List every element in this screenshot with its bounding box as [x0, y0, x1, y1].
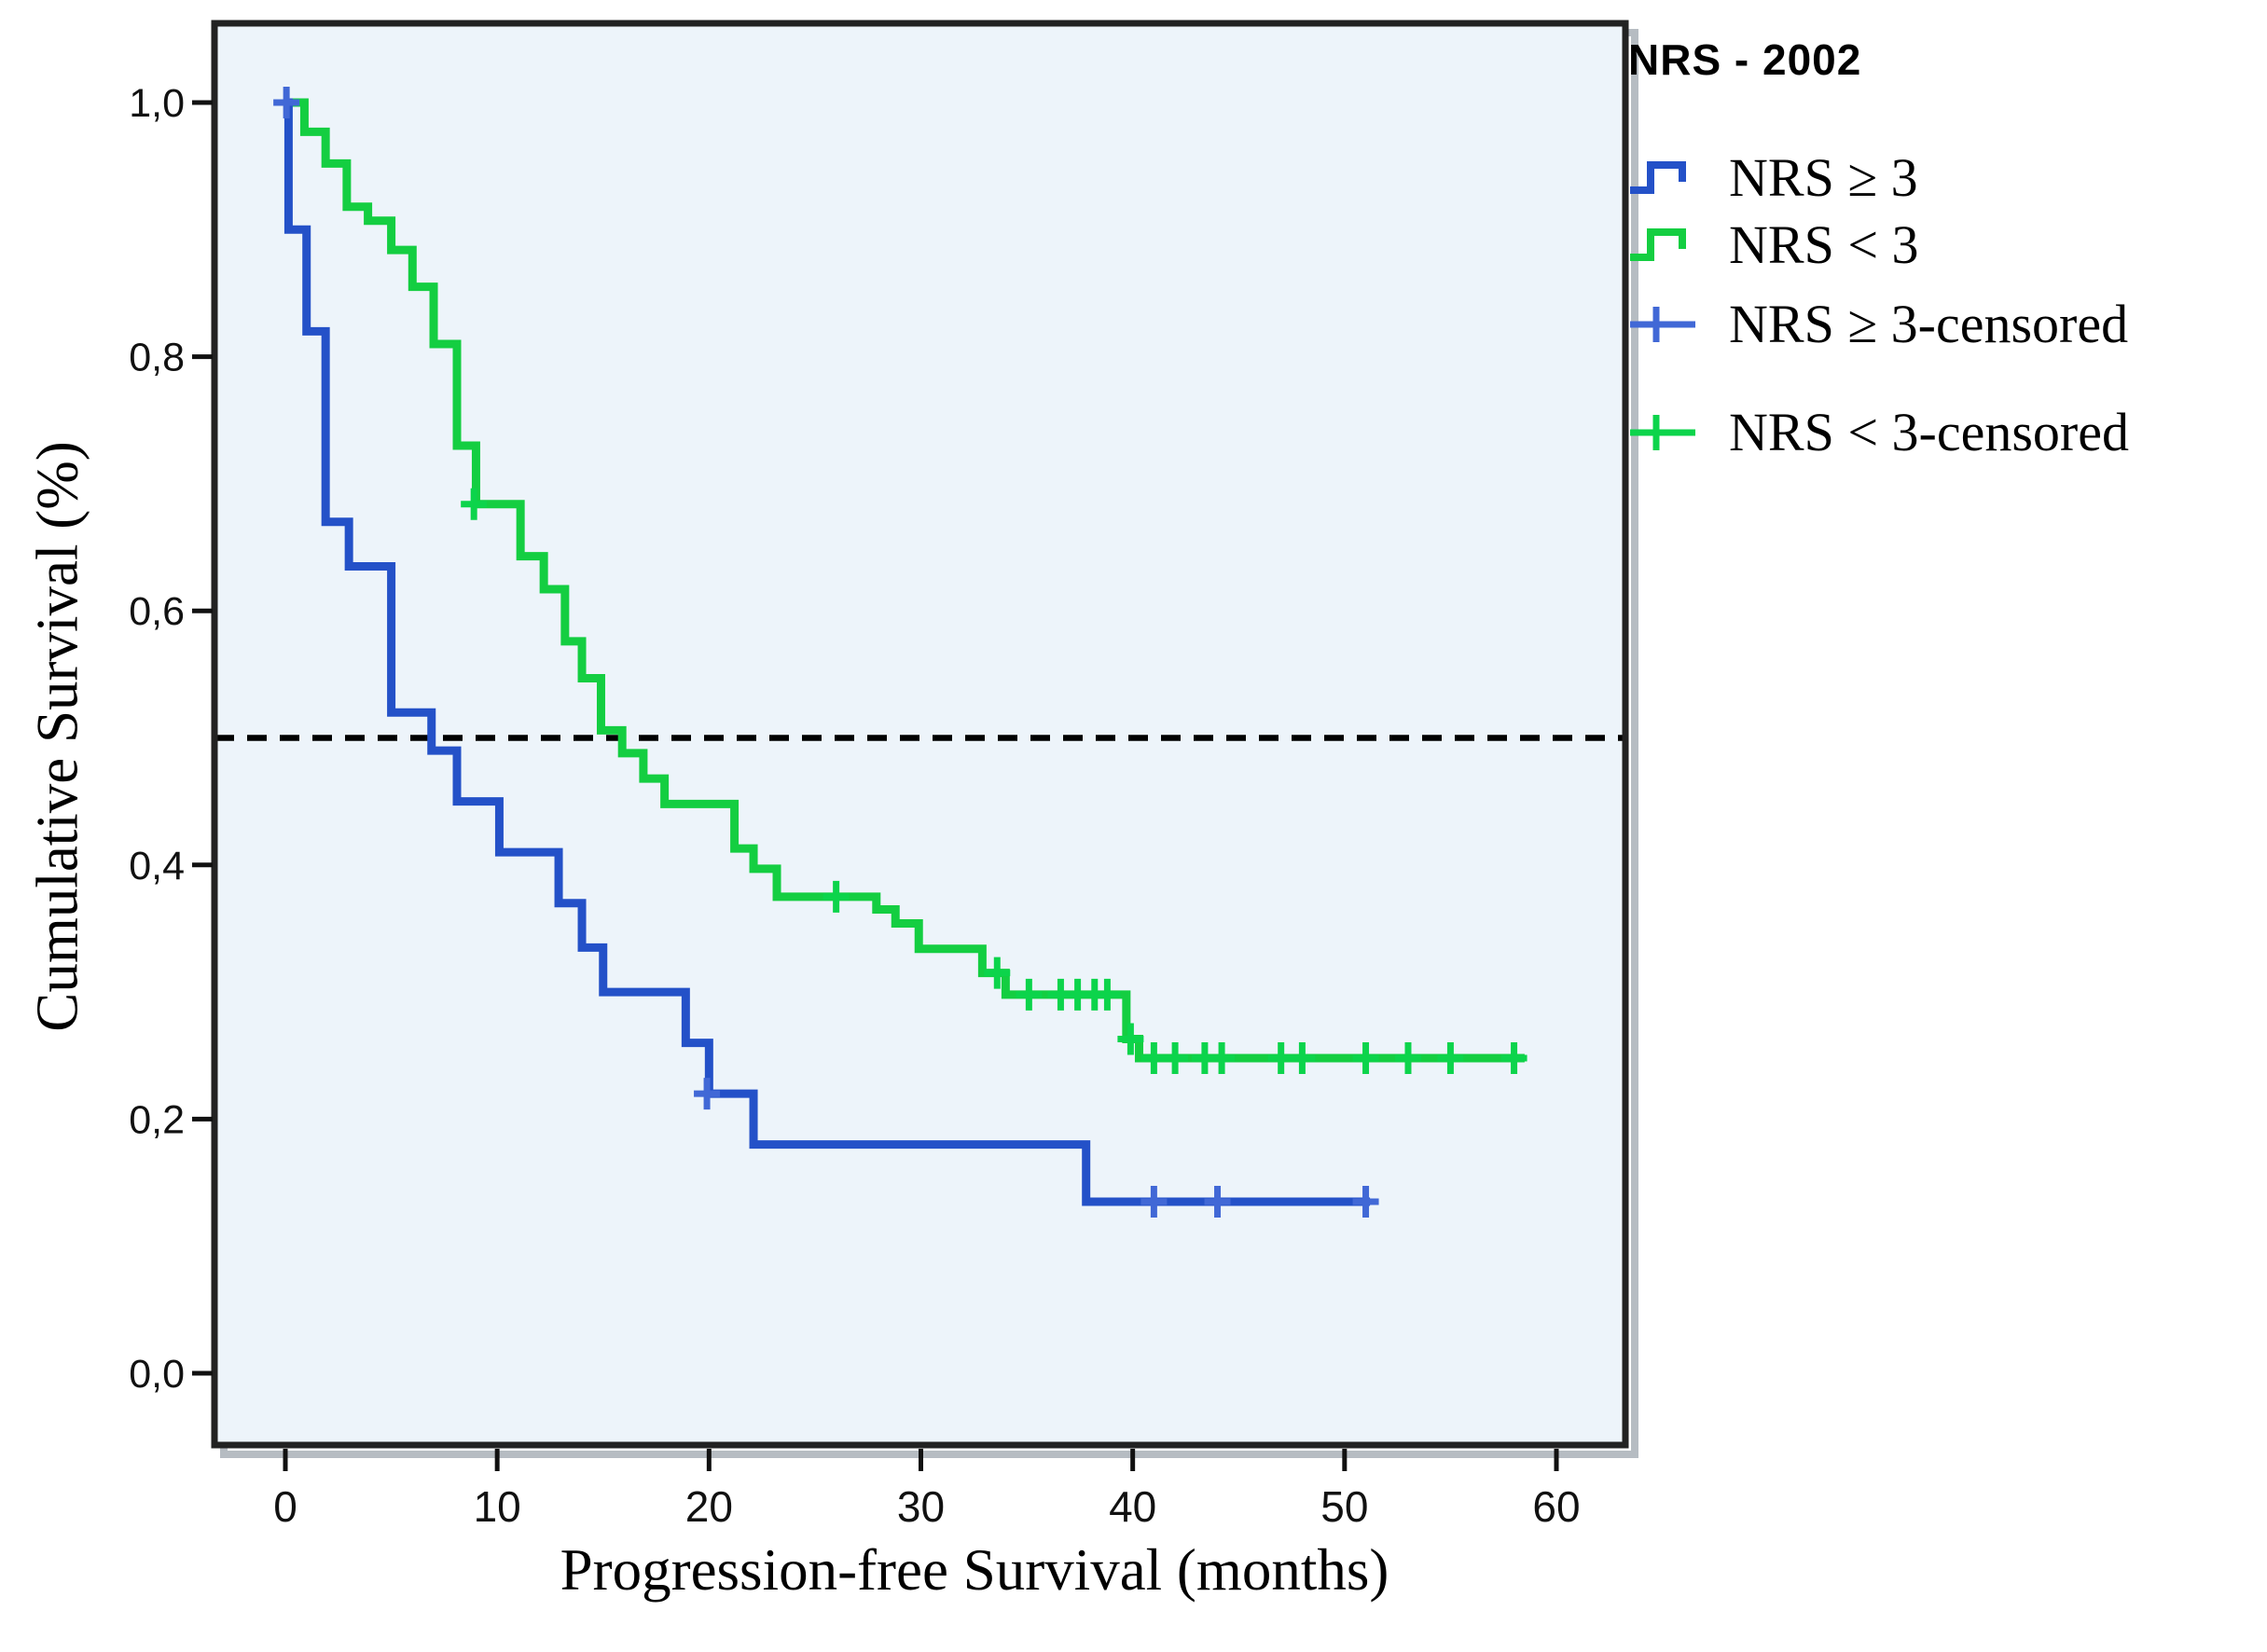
y-axis-title: Cumulative Survival (%) [24, 441, 90, 1032]
x-tick-label: 0 [273, 1482, 297, 1531]
legend-title: NRS - 2002 [1628, 35, 1862, 84]
y-tick-label: 0,4 [129, 844, 185, 888]
x-tick-label: 30 [897, 1482, 945, 1531]
x-tick-label: 40 [1109, 1482, 1156, 1531]
plot-frame [211, 20, 1629, 1449]
y-tick-label: 0,2 [129, 1097, 185, 1142]
x-tick-label: 20 [685, 1482, 733, 1531]
nrs-lt3-curve [285, 98, 1525, 1063]
y-tick-label: 0,8 [129, 336, 185, 380]
nrs-lt3-step-line-icon [1630, 228, 1686, 261]
nrs-ge3-step-line-icon [1630, 161, 1686, 194]
legend-item-nrs-lt3-censored: NRS < 3-censored [1628, 399, 2267, 466]
nrs-lt3-censor-marks [461, 488, 1527, 1074]
x-tick-label: 50 [1320, 1482, 1368, 1531]
x-tick-label: 60 [1532, 1482, 1580, 1531]
legend-item-nrs-ge3-censored: NRS ≥ 3-censored [1628, 291, 2267, 358]
x-axis-title: Progression-free Survival (months) [560, 1537, 1389, 1603]
y-tick-label: 0,6 [129, 589, 185, 634]
x-tick-label: 10 [474, 1482, 521, 1531]
nrs-lt3-censor-plus-icon [1630, 415, 1695, 450]
plot-background [214, 23, 1625, 1445]
legend-item-label: NRS ≥ 3 [1729, 147, 1918, 208]
y-tick-label: 1,0 [129, 81, 185, 126]
legend-item-nrs-ge3: NRS ≥ 3 [1628, 145, 2267, 212]
legend: NRS - 2002 NRS ≥ 3 NRS < 3 NRS ≥ 3-censo… [1628, 32, 2267, 466]
legend-item-label: NRS ≥ 3-censored [1729, 294, 2129, 354]
nrs-ge3-censor-marks [273, 87, 1379, 1218]
legend-item-nrs-lt3: NRS < 3 [1628, 212, 2267, 279]
nrs-ge3-censor-plus-icon [1630, 307, 1695, 342]
legend-item-label: NRS < 3 [1729, 214, 1919, 275]
legend-item-label: NRS < 3-censored [1729, 402, 2129, 462]
y-tick-label: 0,0 [129, 1352, 185, 1397]
